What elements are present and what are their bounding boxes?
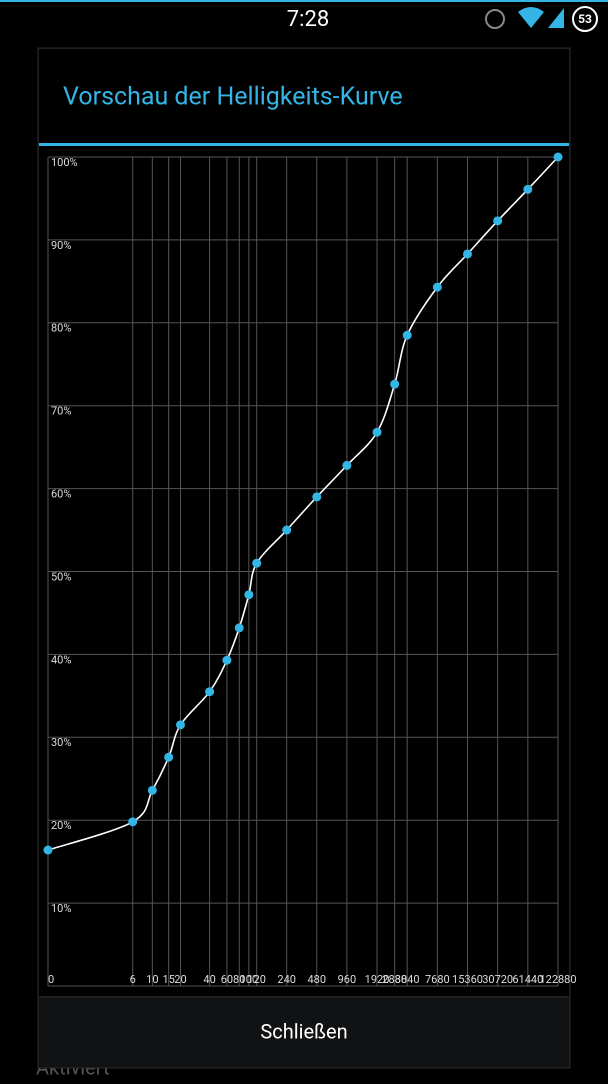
x-tick-label: 80 [233, 973, 245, 986]
x-tick-label: 120 [247, 973, 266, 986]
x-tick-label: 7680 [425, 973, 450, 986]
close-button-label[interactable]: Schließen [260, 1019, 347, 1043]
x-tick-label: 3840 [395, 973, 420, 986]
status-time: 7:28 [287, 7, 329, 32]
title-divider [39, 143, 569, 146]
data-point [234, 623, 244, 633]
x-tick-label: 0 [48, 973, 54, 986]
x-tick-label: 960 [338, 973, 357, 986]
data-point [463, 249, 473, 259]
close-button[interactable] [39, 998, 569, 1067]
signal-icon [548, 8, 564, 28]
y-tick-label: 80% [51, 322, 71, 335]
status-accent [0, 0, 608, 2]
data-point [205, 687, 215, 697]
data-point [312, 492, 322, 502]
y-tick-label: 50% [51, 570, 71, 583]
y-tick-label: 90% [51, 239, 71, 252]
x-tick-label: 10 [146, 973, 158, 986]
x-tick-label: 1920 [365, 973, 390, 986]
x-tick-label: 15360 [452, 973, 483, 986]
data-point [175, 720, 185, 730]
x-tick-label: 122880 [539, 973, 576, 986]
x-tick-label: 6 [130, 973, 136, 986]
data-point [164, 752, 174, 762]
data-point [493, 216, 503, 226]
data-point [372, 427, 382, 437]
data-point [390, 379, 400, 389]
x-tick-label: 480 [307, 973, 326, 986]
data-point [523, 184, 533, 194]
x-tick-label: 240 [277, 973, 296, 986]
data-point [432, 282, 442, 292]
battery-icon [572, 6, 598, 32]
y-tick-label: 70% [51, 405, 71, 418]
x-tick-label: 15 [162, 973, 174, 986]
x-tick-label: 2880 [382, 973, 407, 986]
chart: 10% 20% 30% 40% 50% 60% 70% 80% 90% 100% 0 6 10 15 20 4… [43, 152, 577, 987]
y-tick-label: 40% [51, 653, 71, 666]
x-tick-label: 40 [203, 973, 215, 986]
y-tick-label: 60% [51, 488, 71, 501]
y-tick-label: 30% [51, 736, 71, 749]
alarm-icon [485, 9, 505, 29]
battery-level: 53 [578, 12, 592, 26]
data-point [43, 845, 53, 855]
x-tick-label: 30720 [482, 973, 513, 986]
data-point [402, 330, 412, 340]
data-point [342, 460, 352, 470]
wifi-icon [518, 7, 544, 28]
x-tick-label: 20 [174, 973, 186, 986]
x-tick-label: 61440 [512, 973, 543, 986]
data-point [147, 785, 157, 795]
dialog-title: Vorschau der Helligkeits-Kurve [63, 83, 403, 112]
x-tick-label: 60 [221, 973, 233, 986]
y-tick-label: 20% [51, 819, 71, 832]
dialog-header [39, 49, 569, 144]
data-point [128, 817, 138, 827]
y-tick-label: 100% [51, 156, 78, 169]
data-point [222, 655, 232, 665]
data-point [252, 558, 262, 568]
y-tick-label: 10% [51, 902, 71, 915]
data-point [553, 152, 563, 162]
data-point [282, 525, 292, 535]
data-point [244, 590, 254, 600]
x-tick-label: 100 [240, 973, 259, 986]
